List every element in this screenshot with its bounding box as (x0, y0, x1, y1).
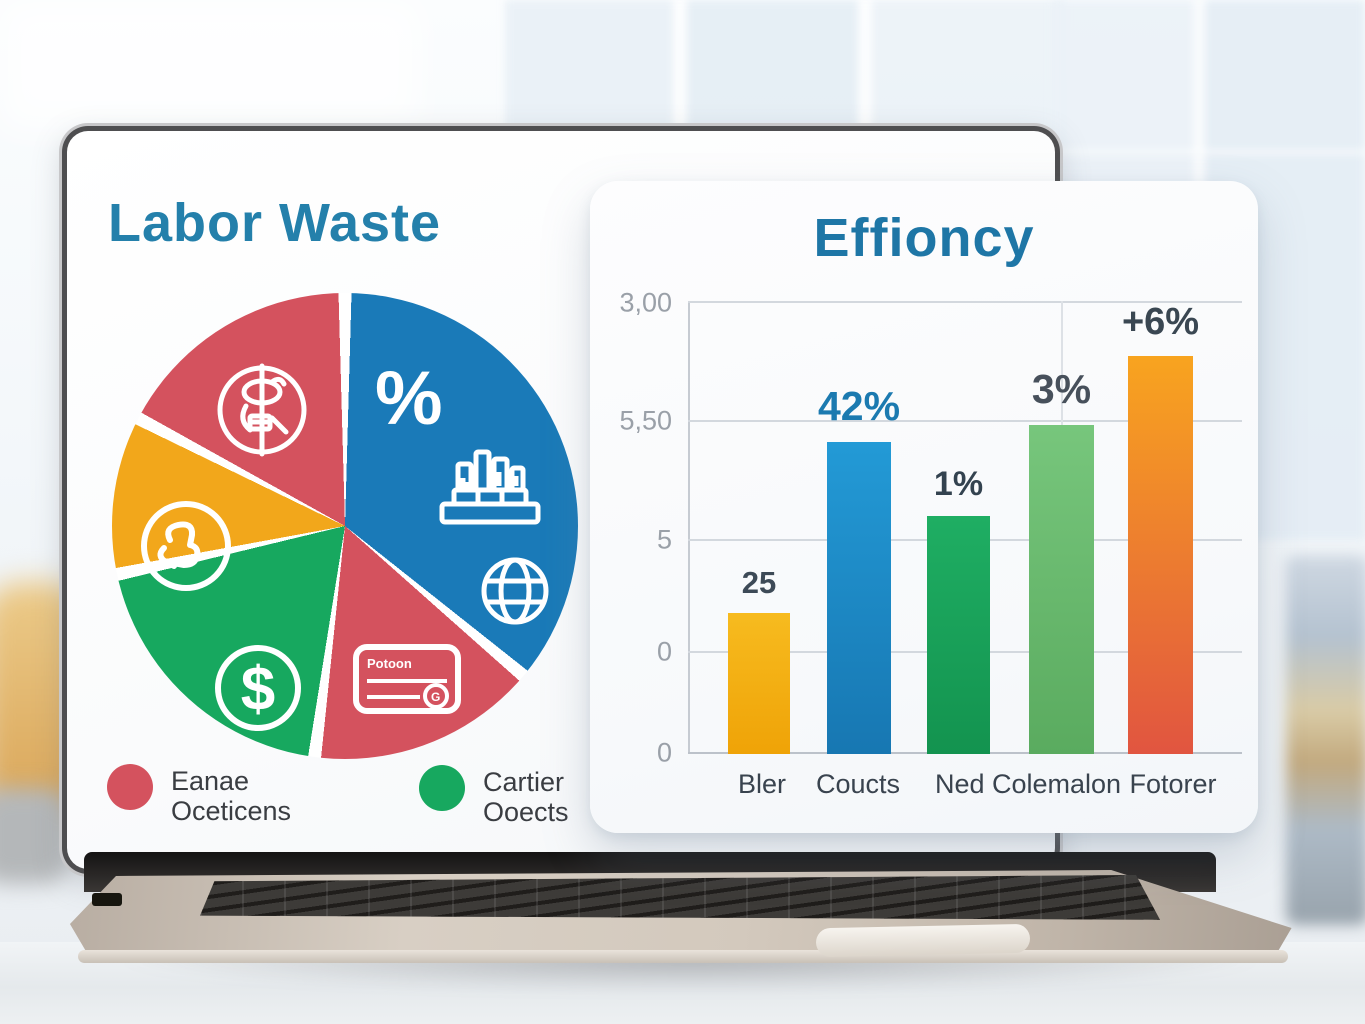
y-tick: 5,50 (619, 405, 672, 436)
gridline (688, 301, 1242, 303)
bar-chart-card: Effioncy 3,00 5,50 5 0 0 25 42% 1% (590, 181, 1258, 833)
bar-column-fotorer: +6% (1122, 301, 1199, 754)
bar-column-bler: 25 (728, 301, 790, 754)
x-axis-label: Fotorer (1129, 769, 1217, 799)
y-tick: 3,00 (619, 287, 672, 318)
legend-dot-red (107, 764, 153, 810)
laptop-keyboard (200, 875, 1160, 920)
emblem-icon (217, 363, 307, 457)
x-axis-label: Coucts (815, 769, 901, 799)
bar-chart-plot: 3,00 5,50 5 0 0 25 42% 1% 3% +6% (619, 288, 1242, 799)
card-emblem-letter: G (431, 690, 440, 704)
y-tick: 5 (656, 524, 672, 555)
bar-ned (927, 516, 990, 754)
bar-bler (728, 613, 790, 754)
laptop-front-edge (78, 950, 1288, 963)
background-shelf (1286, 555, 1365, 925)
laptop-port (92, 893, 122, 906)
legend-dot-green (419, 765, 465, 811)
bar-column-coucts: 42% (818, 301, 900, 754)
legend-item-green: Cartier Ooects (419, 765, 569, 827)
dollar-glyph: $ (241, 655, 275, 724)
background-object-blur (0, 788, 70, 884)
card-icon-label: Potoon (367, 656, 412, 671)
gridline (688, 420, 1242, 422)
x-axis-label: Bler (737, 769, 787, 799)
bar-chart-podium-icon (439, 449, 541, 525)
legend-red-line1: Eanae (171, 766, 250, 796)
legend-green-line2: Ooects (483, 797, 569, 828)
globe-icon (481, 557, 549, 625)
bar-column-colemalon: 3% (1029, 301, 1094, 754)
legend-label-green: Cartier Ooects (483, 765, 569, 827)
pie-chart-title: Labor Waste (108, 193, 442, 253)
thumbs-up-icon (141, 501, 231, 591)
bar-column-ned: 1% (927, 301, 990, 754)
y-tick: 0 (656, 737, 672, 768)
legend-label-red: Eanae Oceticens (171, 764, 291, 826)
bar-fotorer (1128, 356, 1193, 754)
background-glare (0, 0, 420, 130)
legend-green-line1: Cartier (483, 767, 565, 797)
dollar-icon: $ (215, 645, 301, 731)
bar-coucts (827, 441, 891, 754)
laptop-trackpad (815, 923, 1031, 958)
bar-value-label: 25 (741, 565, 777, 601)
bar-value-label: 3% (1031, 366, 1092, 413)
x-axis-label: Ned Colemalon (934, 769, 1122, 799)
y-tick: 0 (656, 636, 672, 667)
bar-value-label: 1% (933, 465, 984, 504)
legend-item-red: Eanae Oceticens (107, 764, 291, 826)
y-axis-line (688, 301, 690, 754)
legend-red-line2: Oceticens (171, 796, 292, 827)
percent-symbol: % (375, 356, 443, 441)
bar-value-label: 42% (817, 382, 901, 429)
bar-value-label: +6% (1121, 301, 1200, 343)
card-icon: Potoon G (353, 644, 461, 714)
bar-chart-title: Effioncy (813, 208, 1035, 268)
bar-colemalon (1029, 425, 1094, 754)
